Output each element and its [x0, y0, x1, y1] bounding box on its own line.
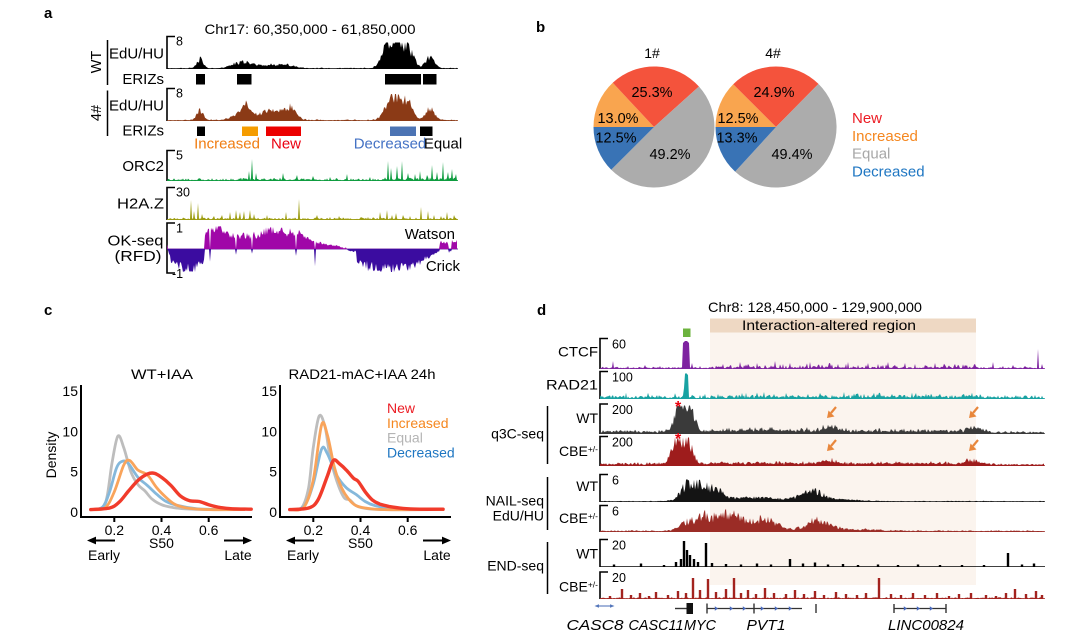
svg-text:ORC2: ORC2	[122, 158, 164, 175]
svg-text:10: 10	[261, 423, 277, 439]
svg-text:a: a	[44, 5, 53, 22]
svg-text:25.3%: 25.3%	[632, 85, 673, 101]
svg-text:10: 10	[62, 423, 78, 439]
svg-text:12.5%: 12.5%	[596, 131, 637, 147]
svg-text:EdU/HU: EdU/HU	[109, 98, 164, 115]
svg-text:WT: WT	[576, 546, 598, 562]
svg-text:Increased: Increased	[194, 136, 260, 153]
svg-text:LINC00824: LINC00824	[888, 617, 964, 634]
svg-text:0: 0	[70, 504, 78, 520]
svg-text:CASC11: CASC11	[629, 617, 684, 634]
svg-text:5: 5	[70, 464, 78, 480]
svg-text:4#: 4#	[765, 45, 781, 61]
svg-text:Equal: Equal	[424, 136, 462, 153]
svg-text:0.6: 0.6	[398, 522, 418, 538]
svg-text:5: 5	[269, 464, 277, 480]
svg-text:8: 8	[176, 87, 183, 101]
svg-text:30: 30	[176, 186, 190, 200]
svg-text:0.2: 0.2	[105, 522, 125, 538]
svg-text:RAD21-mAC+IAA 24h: RAD21-mAC+IAA 24h	[289, 366, 436, 382]
svg-text:Equal: Equal	[387, 430, 423, 446]
svg-text:New: New	[387, 400, 416, 416]
svg-text:WT+IAA: WT+IAA	[131, 366, 194, 382]
svg-text:Chr17: 60,350,000 - 61,850,000: Chr17: 60,350,000 - 61,850,000	[205, 21, 416, 37]
svg-text:WT: WT	[89, 51, 105, 74]
svg-text:1: 1	[176, 222, 183, 236]
svg-text:Late: Late	[224, 547, 251, 563]
svg-text:*: *	[675, 431, 682, 448]
svg-text:New: New	[271, 136, 301, 153]
svg-text:1#: 1#	[644, 45, 660, 61]
svg-text:MYC: MYC	[684, 617, 716, 634]
svg-text:RAD21: RAD21	[546, 377, 598, 393]
svg-text:*: *	[675, 399, 682, 416]
svg-text:S50: S50	[348, 535, 373, 551]
svg-text:49.4%: 49.4%	[772, 147, 813, 163]
svg-text:Equal: Equal	[852, 146, 890, 163]
svg-text:CTCF: CTCF	[558, 344, 598, 360]
svg-text:Increased: Increased	[387, 415, 448, 431]
svg-text:S50: S50	[149, 535, 174, 551]
svg-text:100: 100	[612, 371, 633, 385]
svg-text:0.6: 0.6	[199, 522, 219, 538]
svg-text:4#: 4#	[89, 105, 105, 121]
svg-text:20: 20	[612, 539, 626, 553]
svg-text:ERIZs: ERIZs	[122, 71, 164, 88]
svg-text:6: 6	[612, 474, 619, 488]
svg-text:Interaction-altered region: Interaction-altered region	[742, 317, 916, 333]
svg-text:H2A.Z: H2A.Z	[117, 196, 164, 213]
svg-text:20: 20	[612, 571, 626, 585]
svg-text:c: c	[44, 302, 52, 319]
svg-text:24.9%: 24.9%	[754, 85, 795, 101]
svg-text:OK-seq: OK-seq	[108, 233, 164, 250]
svg-text:13.0%: 13.0%	[598, 111, 639, 127]
svg-text:Early: Early	[88, 547, 120, 563]
svg-text:Decreased: Decreased	[387, 445, 455, 461]
svg-text:15: 15	[62, 383, 78, 399]
svg-text:5: 5	[176, 149, 183, 163]
svg-text:8: 8	[176, 35, 183, 49]
svg-text:END-seq: END-seq	[487, 558, 544, 574]
svg-text:0.4: 0.4	[152, 522, 172, 538]
svg-text:12.5%: 12.5%	[718, 111, 759, 127]
svg-text:CASC8: CASC8	[567, 617, 625, 634]
svg-text:15: 15	[261, 383, 277, 399]
svg-text:Increased: Increased	[852, 128, 918, 145]
svg-text:200: 200	[612, 403, 633, 417]
svg-text:-1: -1	[172, 267, 183, 281]
svg-text:New: New	[852, 110, 882, 127]
svg-text:Crick: Crick	[426, 258, 461, 275]
svg-text:d: d	[537, 302, 546, 319]
svg-text:0: 0	[269, 504, 277, 520]
svg-text:PVT1: PVT1	[747, 617, 786, 634]
svg-text:Late: Late	[423, 547, 450, 563]
svg-text:q3C-seq: q3C-seq	[491, 426, 544, 442]
svg-text:6: 6	[612, 505, 619, 519]
svg-text:ERIZs: ERIZs	[122, 123, 164, 140]
svg-text:(RFD): (RFD)	[115, 248, 162, 265]
svg-text:60: 60	[612, 338, 626, 352]
svg-text:0.4: 0.4	[351, 522, 371, 538]
svg-text:13.3%: 13.3%	[717, 131, 758, 147]
svg-text:200: 200	[612, 436, 633, 450]
svg-text:Decreased: Decreased	[354, 136, 427, 153]
svg-text:49.2%: 49.2%	[650, 147, 691, 163]
svg-text:Early: Early	[287, 547, 319, 563]
svg-text:EdU/HU: EdU/HU	[493, 508, 544, 524]
svg-text:Chr8: 128,450,000 - 129,900,00: Chr8: 128,450,000 - 129,900,000	[708, 299, 922, 315]
svg-text:Decreased: Decreased	[852, 164, 925, 181]
svg-text:Watson: Watson	[405, 226, 455, 243]
svg-text:0.2: 0.2	[304, 522, 324, 538]
svg-text:WT: WT	[576, 478, 598, 494]
svg-text:WT: WT	[576, 410, 598, 426]
svg-text:NAIL-seq: NAIL-seq	[486, 493, 544, 509]
svg-text:EdU/HU: EdU/HU	[109, 46, 164, 63]
svg-text:Density: Density	[43, 432, 59, 479]
svg-text:b: b	[536, 19, 545, 36]
